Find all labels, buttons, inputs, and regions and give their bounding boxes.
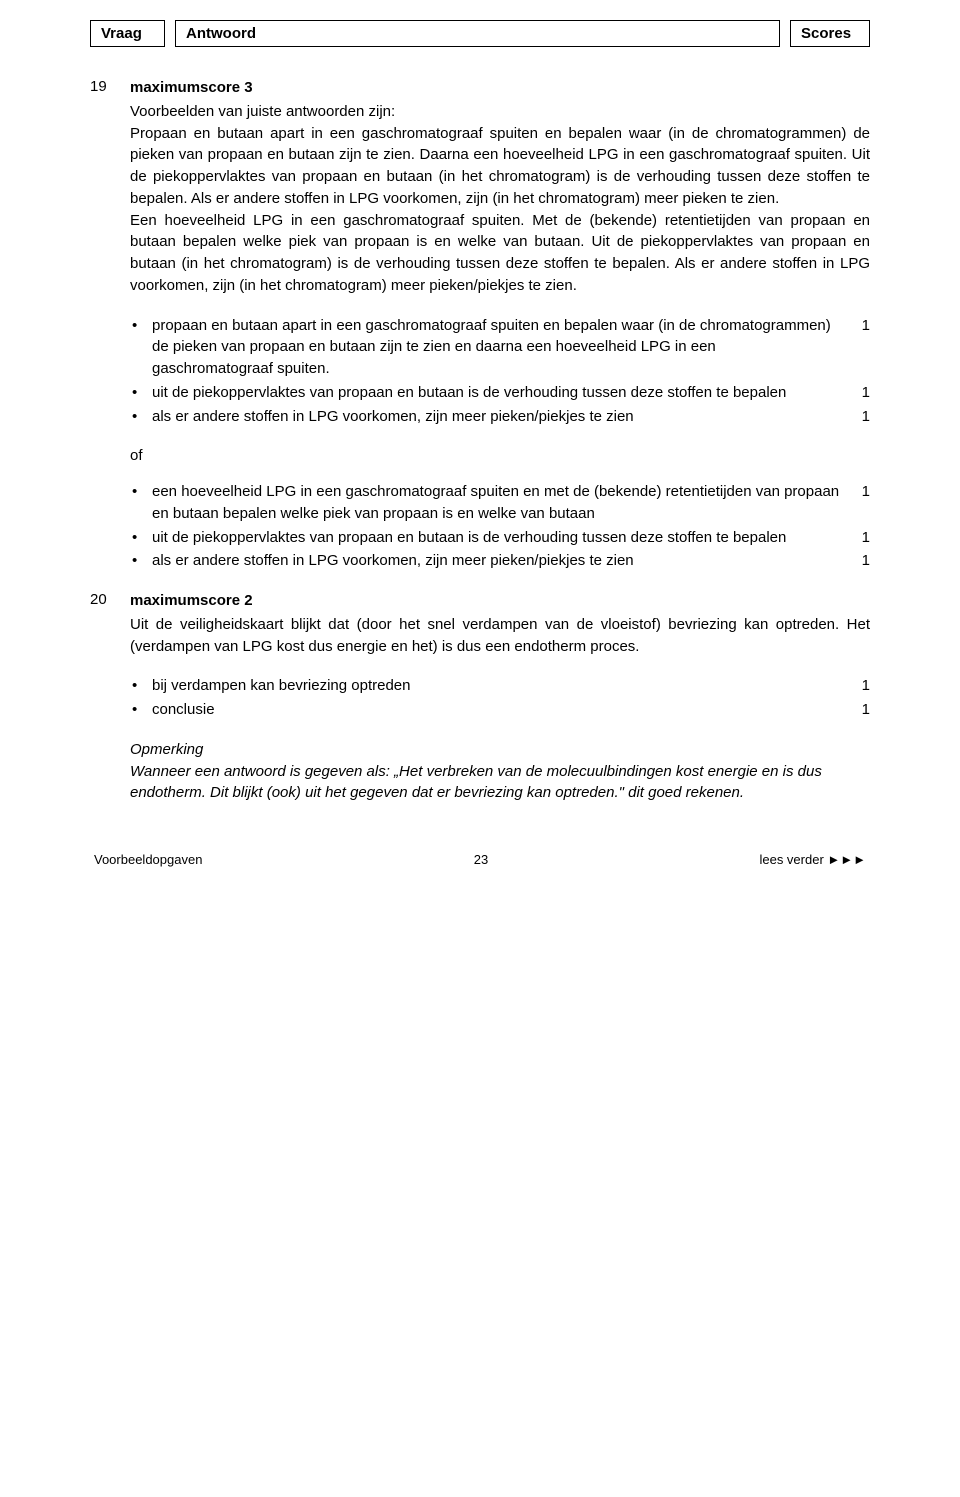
bullet-score: 1 xyxy=(840,675,870,697)
page: Vraag Antwoord Scores 19 maximumscore 3 … xyxy=(0,0,960,897)
list-item: • bij verdampen kan bevriezing optreden … xyxy=(130,675,870,697)
q20-bullets: • bij verdampen kan bevriezing optreden … xyxy=(130,675,870,721)
q19-bullets-b: • een hoeveelheid LPG in een gaschromato… xyxy=(130,481,870,572)
footer-center: 23 xyxy=(474,852,488,867)
q20-body: maximumscore 2 Uit de veiligheidskaart b… xyxy=(130,590,870,804)
bullet-text: als er andere stoffen in LPG voorkomen, … xyxy=(152,550,840,572)
list-item: • als er andere stoffen in LPG voorkomen… xyxy=(130,406,870,428)
bullet-icon: • xyxy=(130,481,152,503)
q19-row: 19 maximumscore 3 Voorbeelden van juiste… xyxy=(90,77,870,590)
bullet-text: bij verdampen kan bevriezing optreden xyxy=(152,675,840,697)
q19-body: maximumscore 3 Voorbeelden van juiste an… xyxy=(130,77,870,590)
bullet-icon: • xyxy=(130,406,152,428)
q20-row: 20 maximumscore 2 Uit de veiligheidskaar… xyxy=(90,590,870,804)
q19-intro: Voorbeelden van juiste antwoorden zijn: xyxy=(130,101,870,123)
q20-para: Uit de veiligheidskaart blijkt dat (door… xyxy=(130,614,870,658)
list-item: • conclusie 1 xyxy=(130,699,870,721)
q19-of: of xyxy=(130,445,870,467)
bullet-score: 1 xyxy=(840,481,870,503)
list-item: • uit de piekoppervlaktes van propaan en… xyxy=(130,382,870,404)
bullet-text: conclusie xyxy=(152,699,840,721)
bullet-score: 1 xyxy=(840,527,870,549)
q19-maxscore: maximumscore 3 xyxy=(130,77,870,99)
bullet-icon: • xyxy=(130,550,152,572)
q19-number: 19 xyxy=(90,77,130,95)
bullet-score: 1 xyxy=(840,382,870,404)
q19-bullets-a: • propaan en butaan apart in een gaschro… xyxy=(130,315,870,428)
header-row: Vraag Antwoord Scores xyxy=(90,20,870,47)
bullet-text: uit de piekoppervlaktes van propaan en b… xyxy=(152,382,840,404)
bullet-icon: • xyxy=(130,382,152,404)
list-item: • als er andere stoffen in LPG voorkomen… xyxy=(130,550,870,572)
header-vraag: Vraag xyxy=(90,20,165,47)
footer: Voorbeeldopgaven 23 lees verder ►►► xyxy=(90,852,870,867)
footer-left: Voorbeeldopgaven xyxy=(94,852,202,867)
q19-para2b: Een hoeveelheid LPG in een gaschromatogr… xyxy=(130,212,870,294)
list-item: • propaan en butaan apart in een gaschro… xyxy=(130,315,870,380)
q19-para2: Propaan en butaan apart in een gaschroma… xyxy=(130,123,870,297)
list-item: • uit de piekoppervlaktes van propaan en… xyxy=(130,527,870,549)
q20-opmerking-head: Opmerking xyxy=(130,739,870,761)
bullet-icon: • xyxy=(130,675,152,697)
q20-opmerking-body: Wanneer een antwoord is gegeven als: „He… xyxy=(130,761,870,805)
bullet-text: uit de piekoppervlaktes van propaan en b… xyxy=(152,527,840,549)
bullet-score: 1 xyxy=(840,550,870,572)
footer-right: lees verder ►►► xyxy=(759,852,866,867)
bullet-text: als er andere stoffen in LPG voorkomen, … xyxy=(152,406,840,428)
bullet-icon: • xyxy=(130,315,152,337)
list-item: • een hoeveelheid LPG in een gaschromato… xyxy=(130,481,870,525)
header-antwoord: Antwoord xyxy=(175,20,780,47)
bullet-icon: • xyxy=(130,527,152,549)
q20-number: 20 xyxy=(90,590,130,608)
bullet-score: 1 xyxy=(840,406,870,428)
bullet-text: propaan en butaan apart in een gaschroma… xyxy=(152,315,840,380)
bullet-score: 1 xyxy=(840,315,870,337)
q20-maxscore: maximumscore 2 xyxy=(130,590,870,612)
header-scores: Scores xyxy=(790,20,870,47)
bullet-score: 1 xyxy=(840,699,870,721)
bullet-text: een hoeveelheid LPG in een gaschromatogr… xyxy=(152,481,840,525)
q19-para2a: Propaan en butaan apart in een gaschroma… xyxy=(130,125,870,207)
bullet-icon: • xyxy=(130,699,152,721)
